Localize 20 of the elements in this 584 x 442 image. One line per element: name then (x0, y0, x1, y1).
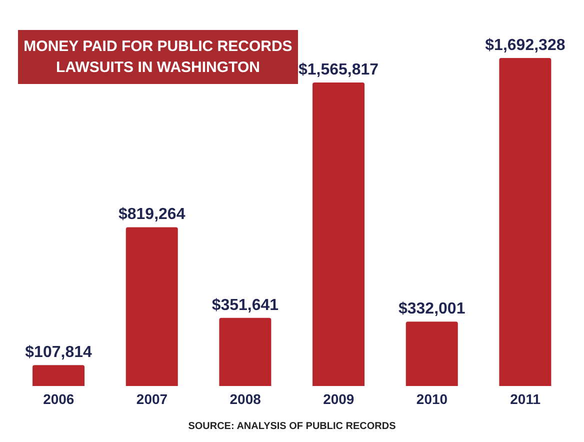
data-label: $107,814 (25, 344, 92, 362)
data-label: $332,001 (398, 300, 466, 318)
x-tick-label: 2006 (43, 390, 74, 407)
source-note: SOURCE: ANALYSIS OF PUBLIC RECORDS (187, 421, 397, 432)
x-tick-label: 2011 (510, 390, 541, 407)
title-banner: MONEY PAID FOR PUBLIC RECORDS LAWSUITS IN WASHINGTON (18, 30, 298, 84)
bar (406, 322, 458, 386)
bar (219, 318, 272, 386)
bar (32, 365, 85, 386)
x-tick-label: 2009 (323, 390, 354, 407)
bar (312, 82, 365, 386)
data-label: $1,565,817 (298, 62, 379, 79)
data-label: $351,641 (212, 296, 279, 314)
bar (499, 58, 552, 386)
bar (126, 227, 178, 386)
x-tick-label: 2008 (230, 390, 262, 407)
data-label: $1,692,328 (485, 37, 566, 54)
x-tick-label: 2010 (416, 390, 448, 407)
x-tick-label: 2007 (136, 390, 168, 407)
data-label: $819,264 (118, 206, 186, 224)
